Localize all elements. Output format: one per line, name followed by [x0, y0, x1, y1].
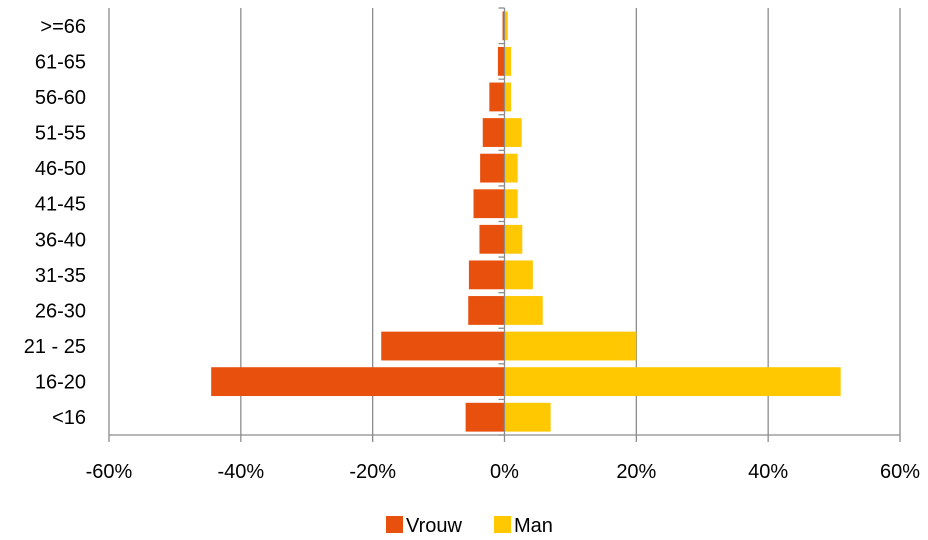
- x-tick-label: 40%: [748, 461, 788, 483]
- bar-man-7: [504, 260, 533, 290]
- bar-vrouw-3: [482, 118, 505, 147]
- bar-vrouw-6: [479, 224, 505, 254]
- y-tick-label: <16: [52, 407, 86, 429]
- grid-lines: [108, 8, 901, 435]
- y-tick-label: 51-55: [35, 123, 86, 145]
- axes: [108, 7, 901, 442]
- bar-vrouw-4: [480, 153, 505, 183]
- bar-man-4: [504, 153, 518, 183]
- bar-man-0: [504, 11, 508, 41]
- bar-man-2: [504, 82, 512, 112]
- x-tick-label: -60%: [86, 461, 133, 483]
- bar-vrouw-11: [465, 402, 505, 432]
- x-tick-label: 20%: [616, 461, 656, 483]
- bar-vrouw-9: [381, 331, 505, 361]
- x-tick-label: -20%: [349, 461, 396, 483]
- bar-vrouw-10: [211, 367, 505, 397]
- y-tick-label: 41-45: [35, 194, 86, 216]
- legend-label-man: Man: [514, 515, 553, 537]
- bar-man-10: [504, 367, 841, 397]
- bar-man-1: [504, 46, 512, 76]
- bar-vrouw-7: [468, 260, 505, 290]
- y-tick-label: 16-20: [35, 372, 86, 394]
- y-tick-label: >=66: [40, 16, 86, 38]
- bar-man-6: [504, 224, 523, 254]
- bars: [211, 11, 841, 432]
- y-tick-label: 31-35: [35, 265, 86, 287]
- x-tick-labels: -60% -40% -20% 0% 20% 40% 60%: [86, 461, 921, 483]
- bar-man-8: [504, 296, 543, 325]
- y-tick-label: 36-40: [35, 229, 86, 251]
- bar-vrouw-5: [473, 189, 505, 219]
- legend: Vrouw Man: [386, 515, 553, 537]
- y-tick-label: 26-30: [35, 300, 86, 322]
- y-tick-label: 61-65: [35, 51, 86, 73]
- x-tick-label: 0%: [490, 461, 519, 483]
- y-tick-labels: >=66 61-65 56-60 51-55 46-50 41-45 36-40 31-35 2…: [24, 16, 86, 429]
- x-tick-label: -40%: [217, 461, 264, 483]
- bar-vrouw-1: [497, 46, 505, 76]
- bar-vrouw-0: [502, 11, 505, 41]
- y-tick-label: 46-50: [35, 158, 86, 180]
- bar-man-11: [504, 402, 551, 432]
- y-tick-label: 56-60: [35, 87, 86, 109]
- bar-man-5: [504, 189, 518, 219]
- bar-man-3: [504, 118, 522, 147]
- x-tick-label: 60%: [880, 461, 920, 483]
- legend-label-vrouw: Vrouw: [406, 515, 463, 537]
- y-tick-label: 21 - 25: [24, 336, 86, 358]
- legend-swatch-man: [494, 516, 511, 533]
- bar-vrouw-8: [468, 296, 505, 325]
- legend-swatch-vrouw: [386, 516, 403, 533]
- bar-vrouw-2: [489, 82, 505, 112]
- bar-man-9: [504, 331, 637, 361]
